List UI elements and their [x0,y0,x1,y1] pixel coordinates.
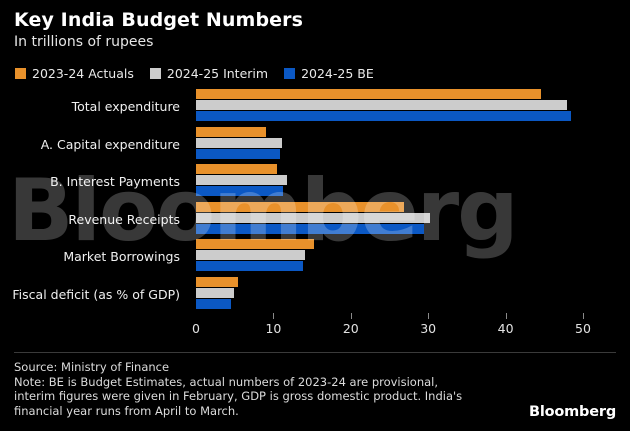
footer-divider [14,352,616,353]
bar-1[interactable] [196,212,430,223]
bar-group [196,276,616,314]
bar-group [196,88,616,126]
source-line: Source: Ministry of Finance [14,360,170,374]
legend-label: 2023-24 Actuals [32,66,134,81]
legend-item-0[interactable]: 2023-24 Actuals [15,67,134,80]
axis-tick-label: 10 [265,321,282,336]
category-label: A. Capital expenditure [40,136,180,152]
bar-group [196,201,616,239]
plot-area: Total expenditure A. Capital expenditure B… [0,88,630,313]
bar-1[interactable] [196,100,567,110]
legend-label: 2024-25 Interim [166,66,269,81]
bar-2[interactable] [196,261,303,271]
bar-0[interactable] [196,164,278,174]
bar-0[interactable] [196,201,405,212]
note-line-1: Note: BE is Budget Estimates, actual num… [14,374,439,389]
legend-swatch-icon [149,68,161,79]
chart-title: Key India Budget Numbers [14,9,304,31]
bloomberg-logo: Bloomberg [529,404,616,420]
axis-tick-label: 0 [192,321,200,336]
axis-tick [505,313,507,319]
axis-tick-label: 20 [342,321,359,336]
bar-group [196,163,616,201]
legend-swatch-icon [284,68,296,79]
axis-tick [583,313,584,319]
bar-1[interactable] [196,287,234,298]
axis-tick [273,313,275,319]
note-line-3: financial year runs from April to March. [14,403,239,418]
axis-tick-label: 30 [420,321,437,336]
bar-0[interactable] [196,126,266,137]
bar-1[interactable] [196,137,282,148]
bar-0[interactable] [196,89,542,99]
bar-group [196,126,616,164]
x-axis: 0 10 20 30 40 50 [192,313,616,343]
category-label: Total expenditure [71,99,180,115]
category-label: Market Borrowings [63,249,180,265]
bar-0[interactable] [196,276,238,287]
note-line-2: interim figures were given in February, … [14,389,463,404]
axis-tick [428,313,430,319]
legend-item-2[interactable]: 2024-25 BE [284,67,374,80]
bar-1[interactable] [196,250,306,260]
chart-row: B. Interest Payments [0,163,630,201]
category-label: Revenue Receipts [68,211,180,227]
category-label: B. Interest Payments [50,174,180,190]
chart-legend: 2023-24 Actuals 2024-25 Interim 2024-25 BE [15,67,374,80]
legend-label: 2024-25 BE [301,66,374,81]
bar-2[interactable] [196,111,571,121]
chart-row: Market Borrowings [0,238,630,276]
bar-2[interactable] [196,298,231,309]
axis-tick-label: 50 [575,321,591,336]
chart-row: Total expenditure [0,88,630,126]
chart-footnotes: Source: Ministry of Finance Note: BE is … [14,360,514,418]
chart-row: Revenue Receipts [0,201,630,239]
bar-group [196,238,616,276]
bar-1[interactable] [196,175,288,185]
bar-2[interactable] [196,148,281,159]
bar-2[interactable] [196,186,283,196]
chart-subtitle: In trillions of rupees [14,34,154,50]
bar-2[interactable] [196,223,425,234]
legend-item-1[interactable]: 2024-25 Interim [149,66,269,81]
chart-row: A. Capital expenditure [0,126,630,164]
chart-header: Key India Budget Numbers In trillions of… [14,8,614,51]
bar-0[interactable] [196,239,314,249]
axis-tick-label: 40 [497,321,514,336]
axis-tick [350,313,352,319]
chart-row: Fiscal deficit (as % of GDP) [0,276,630,314]
category-label: Fiscal deficit (as % of GDP) [12,286,180,302]
legend-swatch-icon [15,68,26,79]
